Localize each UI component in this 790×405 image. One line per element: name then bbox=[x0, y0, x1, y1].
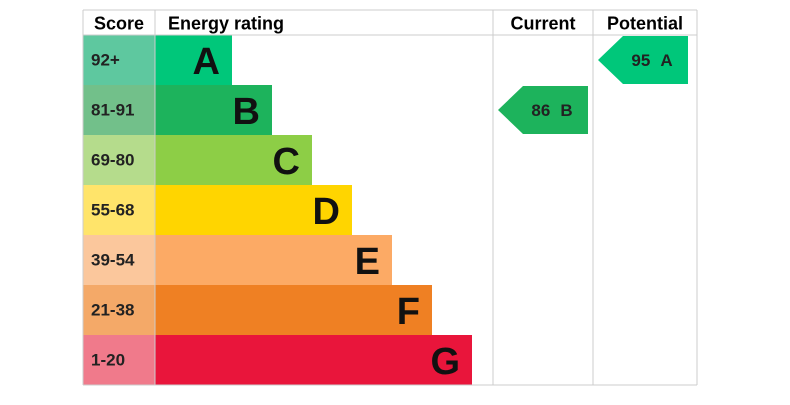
current-arrow bbox=[498, 86, 588, 134]
rating-letter: F bbox=[397, 291, 420, 333]
score-range: 21-38 bbox=[91, 301, 134, 320]
header-rating: Energy rating bbox=[168, 14, 284, 34]
rating-bar bbox=[155, 185, 352, 235]
score-cell bbox=[83, 35, 155, 85]
band-letter: B bbox=[560, 101, 572, 120]
current-label: 86 B bbox=[531, 101, 572, 120]
band-letter: A bbox=[660, 51, 672, 70]
rating-bar bbox=[155, 135, 312, 185]
rating-letter: C bbox=[273, 141, 300, 183]
rating-letter: G bbox=[430, 341, 460, 383]
score-range: 39-54 bbox=[91, 251, 135, 270]
score-cell bbox=[83, 85, 155, 135]
potential-arrow bbox=[598, 36, 688, 84]
score-cell bbox=[83, 135, 155, 185]
score-range: 81-91 bbox=[91, 101, 134, 120]
rating-bar bbox=[155, 335, 472, 385]
score-cell bbox=[83, 335, 155, 385]
score-cell bbox=[83, 235, 155, 285]
rating-bar bbox=[155, 35, 232, 85]
rating-letter: D bbox=[313, 191, 340, 233]
rating-letter: B bbox=[233, 91, 260, 133]
header-potential: Potential bbox=[607, 14, 683, 34]
rating-bar bbox=[155, 235, 392, 285]
rating-letter: E bbox=[355, 241, 380, 283]
rating-bar bbox=[155, 85, 272, 135]
score-range: 1-20 bbox=[91, 351, 125, 370]
score-range: 55-68 bbox=[91, 201, 134, 220]
header-current: Current bbox=[510, 14, 575, 34]
rating-bar bbox=[155, 285, 432, 335]
score-range: 92+ bbox=[91, 51, 120, 70]
rating-letter: A bbox=[193, 41, 220, 83]
score-cell bbox=[83, 185, 155, 235]
score-value: 86 bbox=[531, 101, 550, 120]
header-score: Score bbox=[94, 14, 144, 34]
score-range: 69-80 bbox=[91, 151, 134, 170]
score-cell bbox=[83, 285, 155, 335]
potential-label: 95 A bbox=[631, 51, 672, 70]
score-value: 95 bbox=[631, 51, 650, 70]
